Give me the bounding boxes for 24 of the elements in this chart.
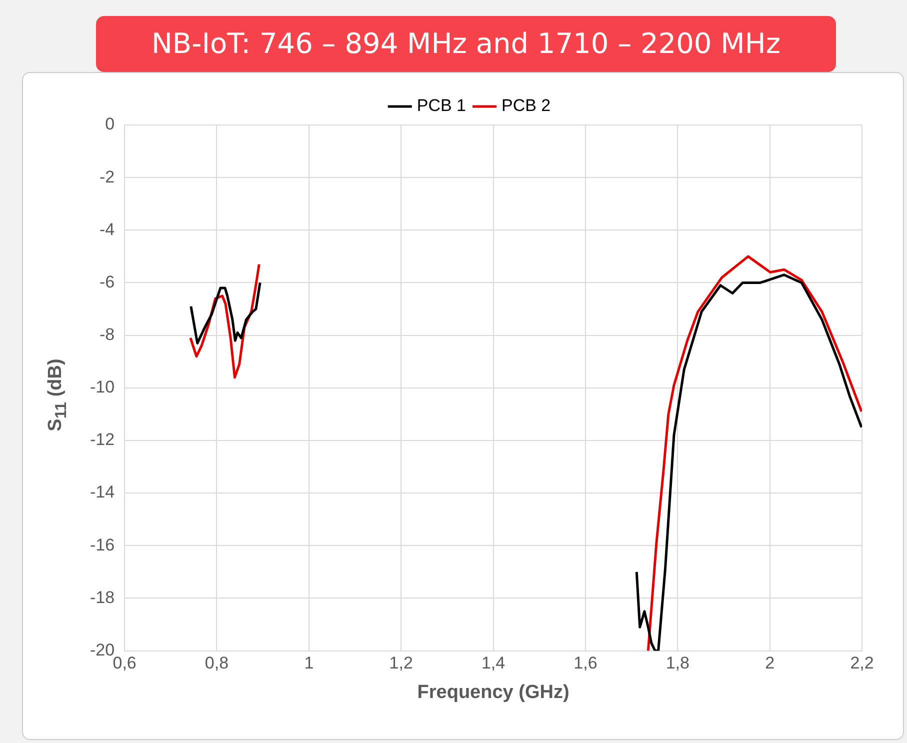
legend-label: PCB 2 [502,96,551,116]
x-tick-label: 2 [765,654,775,673]
y-tick-label: -20 [90,640,115,660]
y-tick-label: -12 [90,430,115,450]
x-axis-title: Frequency (GHz) [417,682,570,703]
x-tick-label: 0,6 [112,654,136,673]
legend-label: PCB 1 [416,96,466,116]
x-tick-label: 2,2 [850,654,874,673]
x-tick-label: 0,8 [204,654,229,673]
y-tick-label: -10 [90,378,115,397]
y-tick-label: -14 [90,482,115,502]
y-tick-label: -6 [99,272,115,292]
y-tick-label: -18 [90,588,115,607]
x-tick-label: 1,8 [666,654,690,673]
y-tick-label: -4 [99,220,115,239]
y-tick-label: -16 [90,535,115,554]
x-tick-label: 1,6 [574,654,598,673]
chart-title: NB-IoT: 746 – 894 MHz and 1710 – 2200 MHz [96,16,836,72]
y-tick-label: -2 [99,167,115,186]
x-tick-label: 1 [304,654,314,673]
y-tick-label: 0 [105,114,115,134]
x-tick-label: 1,4 [481,654,506,673]
y-tick-label: -8 [99,325,115,344]
x-tick-label: 1,2 [389,654,413,673]
